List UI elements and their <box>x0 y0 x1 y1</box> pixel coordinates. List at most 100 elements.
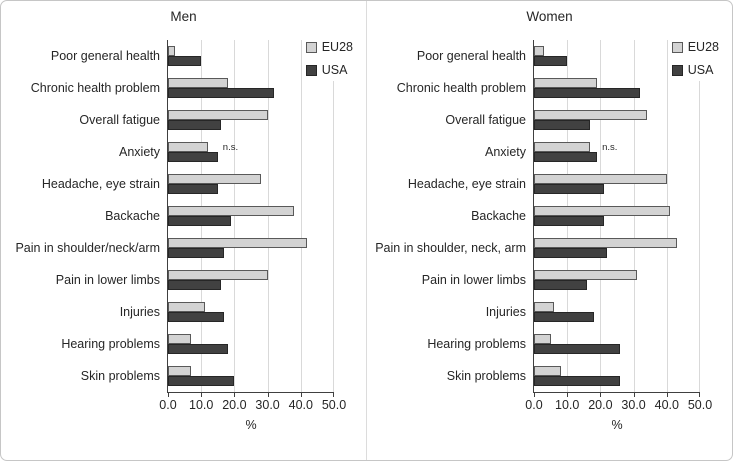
eu28-bar <box>534 302 554 312</box>
usa-bar <box>168 184 218 194</box>
usa-bar <box>534 120 591 130</box>
tick-mark <box>300 393 302 397</box>
legend-label: USA <box>321 63 348 77</box>
eu28-bar <box>168 238 308 248</box>
chart-row <box>534 104 700 136</box>
eu28-bar <box>168 270 268 280</box>
gridline <box>300 40 302 392</box>
panel-title-men: Men <box>170 9 197 24</box>
category-label: Pain in shoulder, neck, arm <box>375 241 526 255</box>
chart-row <box>168 72 334 104</box>
chart-women: Poor general health Chronic health proble… <box>367 38 732 432</box>
tick-mark <box>201 393 203 397</box>
axis-tick-label: 40.0 <box>654 398 679 412</box>
eu28-bar <box>168 110 268 120</box>
eu28-bar <box>168 302 205 312</box>
usa-bar <box>534 280 588 290</box>
chart-body: Poor general health Chronic health proble… <box>1 38 366 393</box>
eu28-bar <box>534 46 544 56</box>
gridline <box>633 40 635 392</box>
panel-title-women: Women <box>526 9 573 24</box>
usa-bar <box>534 216 604 226</box>
legend-label: USA <box>687 63 714 77</box>
x-axis: 0.0 10.0 20.0 30.0 40.0 50.0 <box>525 393 712 415</box>
panel-men: Men Poor general health Chronic health pr… <box>1 1 366 460</box>
eu28-bar <box>168 206 295 216</box>
x-axis-title: % <box>245 418 257 432</box>
tick-mark <box>699 393 700 397</box>
eu28-bar <box>534 142 591 152</box>
legend-item-usa: USA <box>305 63 353 77</box>
category-label: Pain in lower limbs <box>55 273 160 287</box>
category-label: Hearing problems <box>61 337 160 351</box>
chart-row <box>168 104 334 136</box>
ns-annotation: n.s. <box>602 142 618 154</box>
chart-row <box>534 168 700 200</box>
category-label: Pain in shoulder/neck/arm <box>15 241 160 255</box>
chart-row <box>534 328 700 360</box>
usa-bar <box>534 184 604 194</box>
eu28-bar <box>534 78 598 88</box>
axis-tick-label: 30.0 <box>621 398 646 412</box>
axis-tick-label: 50.0 <box>687 398 713 412</box>
eu28-bar <box>534 238 677 248</box>
usa-bar <box>534 56 568 66</box>
eu28-bar <box>534 366 561 376</box>
usa-bar <box>168 280 222 290</box>
chart-row <box>168 168 334 200</box>
eu28-bar <box>168 174 261 184</box>
legend-item-usa: USA <box>671 63 719 77</box>
tick-mark <box>666 393 668 397</box>
chart-row <box>168 200 334 232</box>
gridline <box>333 40 334 392</box>
chart-row <box>534 296 700 328</box>
usa-bar <box>534 248 608 258</box>
chart-men: Poor general health Chronic health proble… <box>1 38 366 432</box>
category-label: Skin problems <box>80 369 160 383</box>
usa-bar <box>534 312 594 322</box>
eu28-legend-swatch <box>671 41 683 53</box>
eu28-bar <box>534 110 647 120</box>
usa-bar <box>534 344 621 354</box>
category-label: Overall fatigue <box>445 113 526 127</box>
legend: EU28 USA <box>668 38 722 81</box>
usa-bar <box>168 152 218 162</box>
usa-bar <box>534 88 641 98</box>
gridline <box>666 40 668 392</box>
chart-row: n.s. <box>534 136 700 168</box>
tick-mark <box>333 393 334 397</box>
usa-legend-swatch <box>305 64 317 76</box>
category-labels: Poor general health Chronic health proble… <box>367 40 533 392</box>
usa-bar <box>534 376 621 386</box>
category-label: Poor general health <box>416 49 526 63</box>
legend-label: EU28 <box>321 40 353 54</box>
bar-rows: n.s. <box>534 40 700 392</box>
eu28-bar <box>534 270 637 280</box>
tick-mark <box>600 393 602 397</box>
x-axis: 0.0 10.0 20.0 30.0 40.0 50.0 <box>159 393 346 415</box>
axis-tick-label: 30.0 <box>255 398 280 412</box>
tick-mark <box>633 393 635 397</box>
usa-legend-swatch <box>671 64 683 76</box>
x-axis-title: % <box>611 418 623 432</box>
category-label: Injuries <box>119 305 160 319</box>
eu28-bar <box>534 206 671 216</box>
category-label: Chronic health problem <box>396 81 526 95</box>
category-label: Headache, eye strain <box>407 177 526 191</box>
plot-area: n.s. EU28 USA <box>167 38 356 393</box>
legend-item-eu28: EU28 <box>671 40 719 54</box>
usa-bar <box>168 248 225 258</box>
chart-row <box>534 264 700 296</box>
eu28-bar <box>168 46 175 56</box>
tick-mark <box>234 393 236 397</box>
category-label: Headache, eye strain <box>41 177 160 191</box>
chart-row <box>534 200 700 232</box>
chart-row: n.s. <box>168 136 334 168</box>
chart-row <box>534 232 700 264</box>
usa-bar <box>168 312 225 322</box>
usa-bar <box>168 344 228 354</box>
usa-bar <box>168 56 202 66</box>
chart-row <box>534 40 700 72</box>
eu28-bar <box>534 334 551 344</box>
category-label: Hearing problems <box>427 337 526 351</box>
